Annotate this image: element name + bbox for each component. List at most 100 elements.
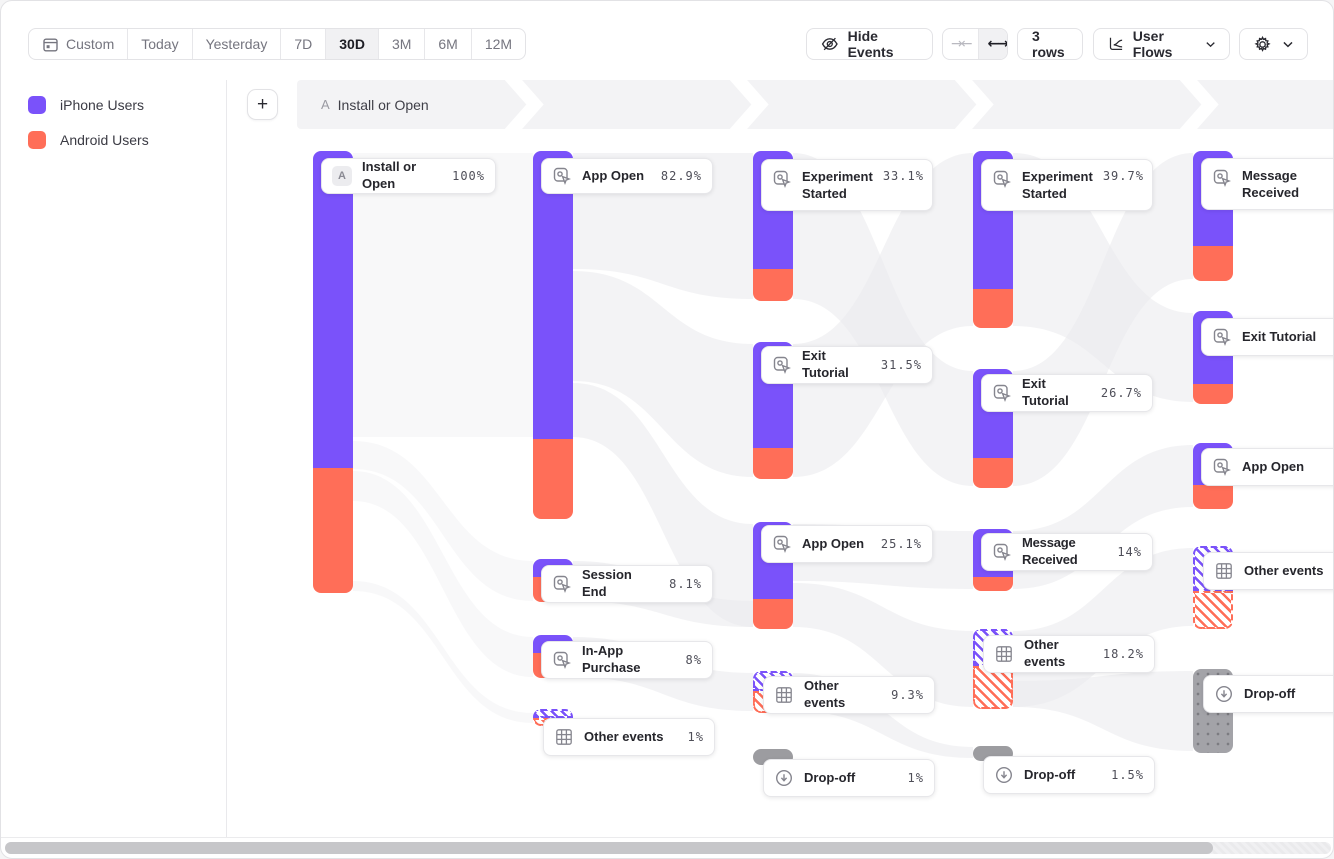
node-bar-exit-tutorial-android[interactable] xyxy=(753,448,793,479)
node-card-other-events[interactable]: Other events 18.2% xyxy=(983,635,1155,673)
horizontal-scrollbar-thumb[interactable] xyxy=(5,842,1213,854)
node-card-message-received[interactable]: Message Received 14% xyxy=(981,533,1153,571)
user-flows-icon xyxy=(1109,37,1123,51)
eye-off-icon xyxy=(821,37,838,51)
date-range-today[interactable]: Today xyxy=(127,29,191,59)
drop-off-icon xyxy=(775,769,793,787)
iphone-users-label: iPhone Users xyxy=(60,97,145,113)
date-range-label: Custom xyxy=(66,36,115,52)
expand-columns-button[interactable]: ←→ xyxy=(978,29,1007,59)
node-card-session-end[interactable]: Session End 8.1% xyxy=(541,565,713,603)
step-label: Install or Open xyxy=(337,96,429,113)
gear-icon xyxy=(1254,35,1271,52)
event-click-icon xyxy=(773,356,791,374)
hide-events-label: Hide Events xyxy=(847,28,894,60)
node-card-other-events[interactable]: Other events xyxy=(1203,552,1333,590)
strip-chevron-separators xyxy=(504,80,1219,129)
node-bar-other-events-android[interactable] xyxy=(973,666,1013,709)
node-card-exit-tutorial[interactable]: Exit Tutorial xyxy=(1201,318,1333,356)
chevron-down-icon xyxy=(1206,41,1215,47)
event-click-icon xyxy=(553,167,571,185)
node-card-drop-off[interactable]: Drop-off 1% xyxy=(763,759,935,797)
node-bar-message-received-android[interactable] xyxy=(1193,246,1233,281)
node-card-drop-off[interactable]: Drop-off 1.5% xyxy=(983,756,1155,794)
event-click-icon xyxy=(553,651,571,669)
node-bar-app-open-iphone[interactable] xyxy=(533,151,573,439)
settings-dropdown[interactable] xyxy=(1239,28,1308,60)
node-card-app-open[interactable]: App Open 25.1% xyxy=(761,525,933,563)
drop-off-icon xyxy=(995,766,1013,784)
collapse-expand-toggle: →← ←→ xyxy=(942,28,1008,60)
iphone-users-swatch xyxy=(28,96,46,114)
event-click-icon xyxy=(1213,169,1231,187)
event-click-icon xyxy=(993,170,1011,188)
node-card-experiment-started[interactable]: Experiment Started 39.7% xyxy=(981,159,1153,211)
node-bar-message-received-android[interactable] xyxy=(973,577,1013,591)
node-card-drop-off[interactable]: Drop-off xyxy=(1203,675,1333,713)
date-range-segmented-control: Custom Today Yesterday 7D 30D 3M 6M 12M xyxy=(28,28,527,60)
date-range-7d[interactable]: 7D xyxy=(280,29,325,59)
rows-button[interactable]: 3 rows xyxy=(1017,28,1083,60)
step-a-badge: A xyxy=(332,166,352,186)
event-click-icon xyxy=(1213,328,1231,346)
node-card-exit-tutorial[interactable]: Exit Tutorial 26.7% xyxy=(981,374,1153,412)
grid-icon xyxy=(1216,563,1232,579)
rows-label: 3 rows xyxy=(1032,28,1065,60)
date-range-3m[interactable]: 3M xyxy=(377,29,424,59)
node-bar-other-events-iphone[interactable] xyxy=(533,709,573,718)
node-bar-exit-tutorial-android[interactable] xyxy=(973,458,1013,488)
date-range-12m[interactable]: 12M xyxy=(470,29,525,59)
node-bar-exit-tutorial-android[interactable] xyxy=(1193,384,1233,404)
chevron-down-icon xyxy=(1283,41,1293,47)
node-card-exit-tutorial[interactable]: Exit Tutorial 31.5% xyxy=(761,346,933,384)
date-range-6m[interactable]: 6M xyxy=(424,29,470,59)
event-click-icon xyxy=(773,535,791,553)
collapse-icon: →← xyxy=(951,36,973,52)
grid-icon xyxy=(996,646,1012,662)
chart-bottom-border xyxy=(1,837,1333,838)
event-click-icon xyxy=(993,543,1011,561)
node-bar-experiment-started-android[interactable] xyxy=(753,269,793,301)
date-range-yesterday[interactable]: Yesterday xyxy=(191,29,281,59)
view-type-dropdown[interactable]: User Flows xyxy=(1093,28,1230,60)
node-card-message-received[interactable]: Message Received xyxy=(1201,158,1333,210)
node-bar-app-open-android[interactable] xyxy=(753,599,793,629)
calendar-icon xyxy=(43,38,58,52)
date-range-custom[interactable]: Custom xyxy=(29,29,127,59)
collapse-columns-button[interactable]: →← xyxy=(943,29,978,59)
drop-off-icon xyxy=(1215,685,1233,703)
node-bar-install-or-open-iphone[interactable] xyxy=(313,151,353,468)
node-card-in-app-purchase[interactable]: In-App Purchase 8% xyxy=(541,641,713,679)
node-bar-app-open-android[interactable] xyxy=(1193,485,1233,509)
node-card-other-events[interactable]: Other events 1% xyxy=(543,718,715,756)
node-card-experiment-started[interactable]: Experiment Started 33.1% xyxy=(761,159,933,211)
legend-item-iphone-users[interactable]: iPhone Users xyxy=(28,96,144,114)
event-click-icon xyxy=(773,170,791,188)
grid-icon xyxy=(776,687,792,703)
horizontal-scrollbar-track[interactable] xyxy=(5,842,1331,854)
node-bar-install-or-open-android[interactable] xyxy=(313,468,353,593)
event-click-icon xyxy=(993,384,1011,402)
node-bar-experiment-started-android[interactable] xyxy=(973,289,1013,328)
funnel-step: A Install or Open xyxy=(321,80,429,129)
node-card-install-or-open[interactable]: A Install or Open 100% xyxy=(321,158,496,194)
add-step-button[interactable]: + xyxy=(247,89,278,120)
funnel-step-strip[interactable]: A Install or Open xyxy=(297,80,1333,129)
legend-item-android-users[interactable]: Android Users xyxy=(28,131,149,149)
node-bar-app-open-android[interactable] xyxy=(533,439,573,519)
node-bar-other-events-android[interactable] xyxy=(1193,591,1233,629)
node-card-app-open[interactable]: App Open xyxy=(1201,448,1333,486)
hide-events-button[interactable]: Hide Events xyxy=(806,28,933,60)
android-users-label: Android Users xyxy=(60,132,149,148)
event-click-icon xyxy=(1213,458,1231,476)
node-card-app-open[interactable]: App Open 82.9% xyxy=(541,158,713,194)
event-click-icon xyxy=(553,575,571,593)
sidebar-divider xyxy=(226,80,227,837)
expand-icon: ←→ xyxy=(987,36,1007,52)
view-type-label: User Flows xyxy=(1132,28,1173,60)
grid-icon xyxy=(556,729,572,745)
date-range-30d[interactable]: 30D xyxy=(325,29,378,59)
step-badge: A xyxy=(321,97,330,112)
node-card-other-events[interactable]: Other events 9.3% xyxy=(763,676,935,714)
